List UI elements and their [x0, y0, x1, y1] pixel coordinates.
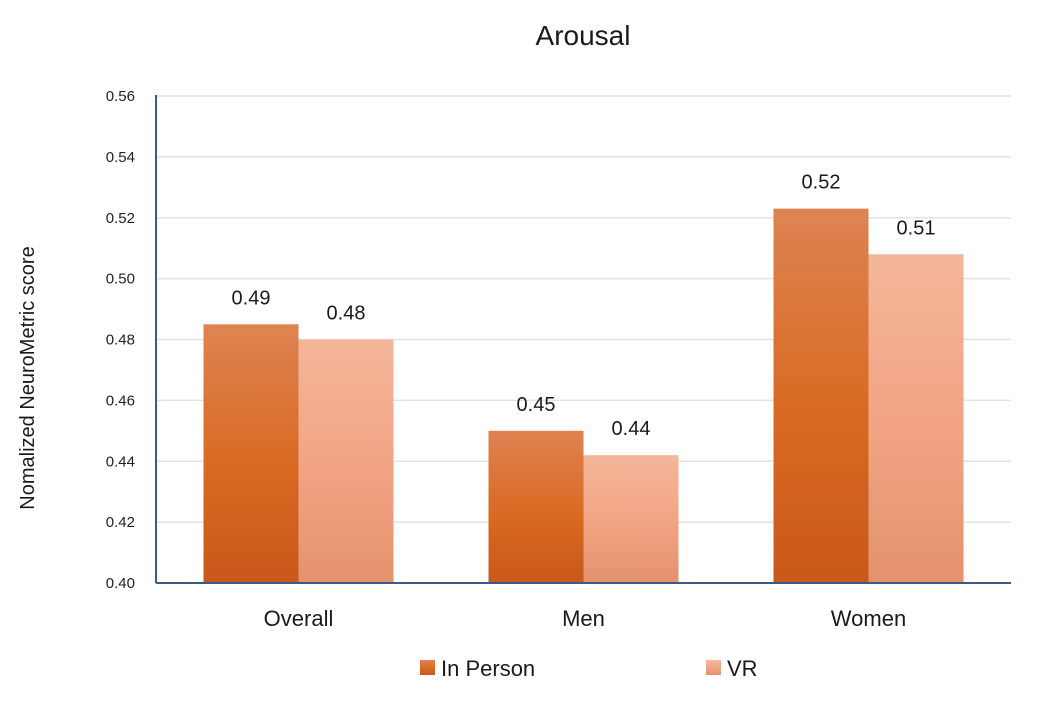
y-tick-label: 0.50 [106, 271, 135, 288]
legend-swatch-vr [706, 660, 721, 675]
y-tick-label: 0.44 [106, 453, 135, 470]
data-labels: 0.49 0.48 0.45 0.44 0.52 0.51 [232, 172, 936, 441]
y-tick-label: 0.54 [106, 149, 135, 166]
x-tick-label: Overall [264, 606, 334, 631]
legend-swatch-in-person [420, 660, 435, 675]
y-tick-label: 0.46 [106, 392, 135, 409]
legend: In Person VR [420, 656, 758, 681]
legend-label: VR [727, 656, 758, 681]
bar-in-person-men [488, 430, 584, 583]
y-tick-label: 0.48 [106, 332, 135, 349]
data-label: 0.52 [802, 172, 841, 194]
y-tick-label: 0.42 [106, 514, 135, 531]
legend-label: In Person [441, 656, 535, 681]
bars [203, 208, 964, 583]
y-tick-label: 0.52 [106, 210, 135, 227]
data-label: 0.49 [232, 287, 271, 309]
y-axis-label: Nomalized NeuroMetric score [17, 246, 39, 509]
y-axis-ticks: 0.40 0.42 0.44 0.46 0.48 0.50 0.52 0.54 0.56 [106, 88, 135, 592]
y-tick-label: 0.56 [106, 88, 135, 105]
bar-vr-men [583, 455, 679, 583]
bar-vr-overall [298, 339, 394, 583]
x-tick-label: Men [562, 606, 605, 631]
data-label: 0.44 [612, 418, 651, 440]
bar-in-person-women [773, 208, 869, 583]
chart-title: Arousal [536, 20, 631, 51]
y-tick-label: 0.40 [106, 575, 135, 592]
data-label: 0.48 [327, 303, 366, 325]
x-tick-label: Women [831, 606, 906, 631]
x-axis-ticks: Overall Men Women [264, 606, 907, 631]
bar-vr-women [868, 254, 964, 583]
bar-in-person-overall [203, 324, 299, 583]
data-label: 0.51 [897, 217, 936, 239]
data-label: 0.45 [517, 394, 556, 416]
